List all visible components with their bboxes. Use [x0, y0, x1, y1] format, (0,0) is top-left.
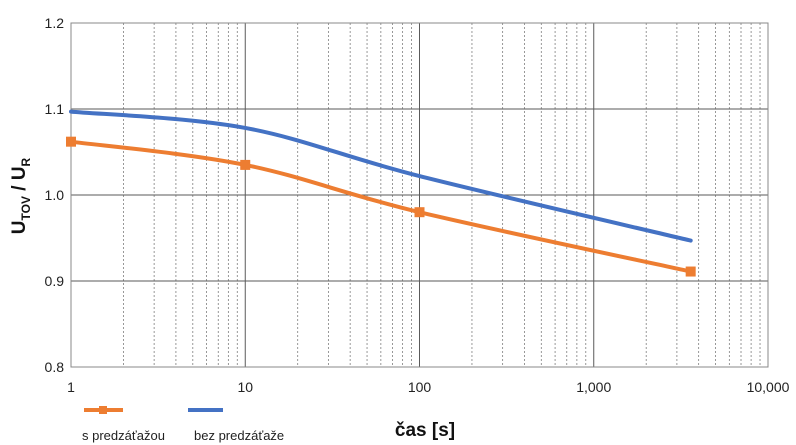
x-tick-label: 10 — [237, 379, 253, 395]
series-0-point — [66, 136, 76, 147]
plot-border — [70, 22, 769, 368]
x-tick-label: 100 — [408, 379, 432, 395]
x-tick-label: 10,000 — [747, 379, 790, 395]
y-tick-label: 0.9 — [45, 273, 65, 289]
y-axis-label: UTOV / UR — [9, 157, 33, 234]
series-0-point — [240, 159, 251, 170]
y-tick-label: 1.1 — [45, 101, 65, 117]
series-0-point — [685, 266, 696, 277]
x-tick-label: 1,000 — [576, 379, 611, 395]
y-axis-label-sub2: R — [19, 157, 33, 166]
legend: s predzáťažou bez predzáťaže — [82, 406, 284, 443]
legend-marker-s-predzatazou — [99, 406, 107, 414]
y-tick-label: 1.0 — [45, 187, 65, 203]
legend-label-s-predzatazou: s predzáťažou — [82, 428, 165, 443]
x-tick-labels: 1 10 100 1,000 10,000 — [67, 379, 790, 395]
y-tick-label: 1.2 — [45, 15, 65, 31]
x-tick-label: 1 — [67, 379, 75, 395]
y-tick-labels: 0.8 0.9 1.0 1.1 1.2 — [45, 15, 65, 375]
x-axis-label: čas [s] — [395, 420, 455, 441]
series-line-0 — [69, 139, 693, 274]
y-axis-label-sep: / U — [9, 166, 30, 196]
series-line-1 — [69, 109, 693, 243]
y-axis-label-sub1: TOV — [19, 196, 33, 220]
legend-label-bez-predzataze: bez predzáťaže — [194, 428, 284, 443]
y-axis-label-main: U — [9, 220, 30, 234]
series-lines — [66, 109, 696, 277]
series-0-point — [414, 207, 425, 218]
y-tick-label: 0.8 — [45, 359, 65, 375]
